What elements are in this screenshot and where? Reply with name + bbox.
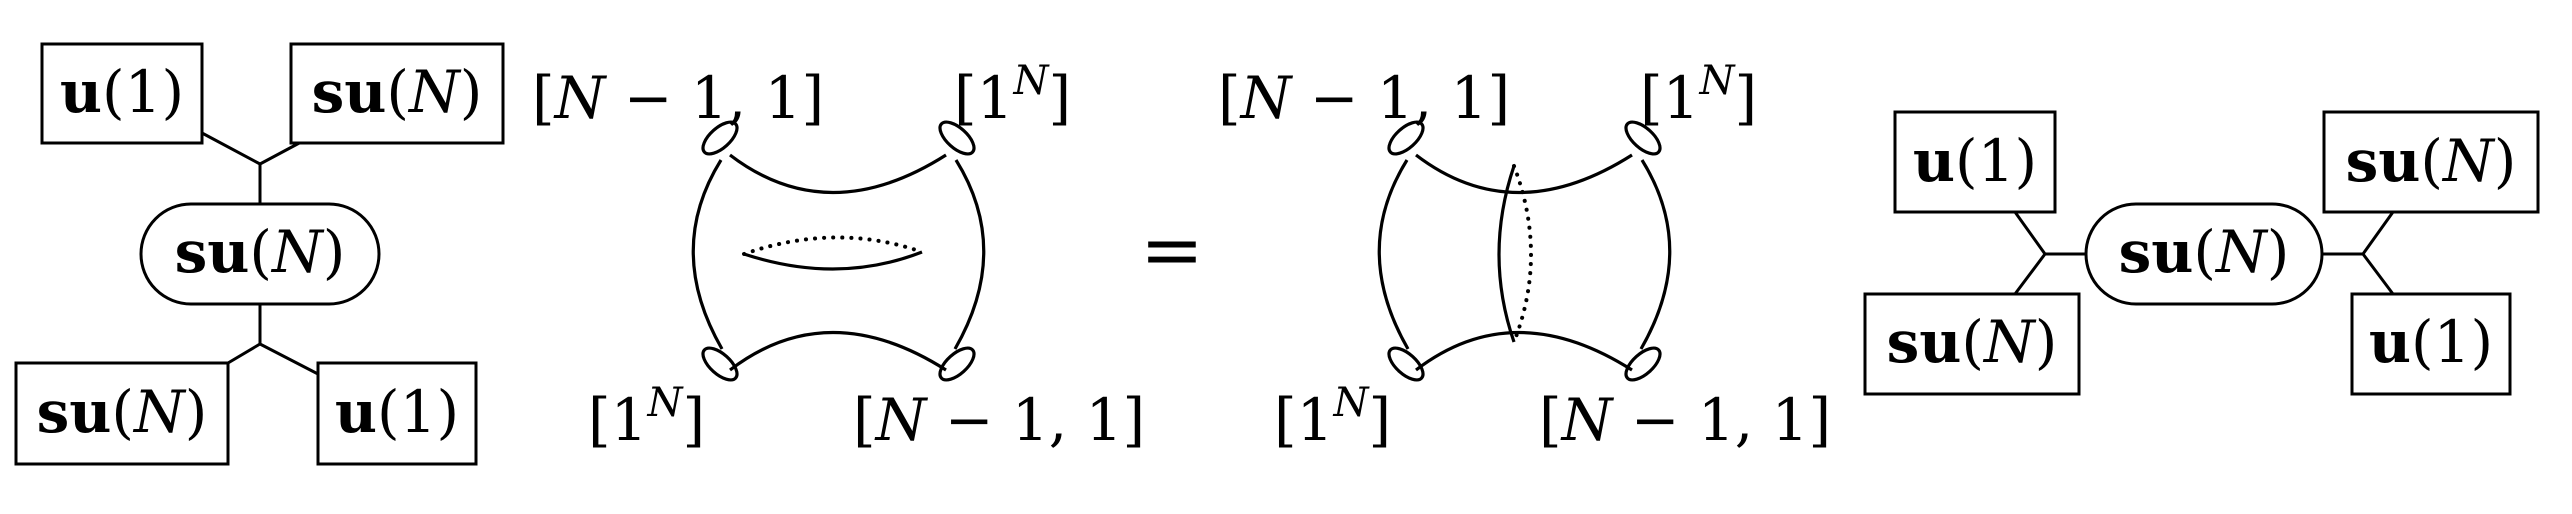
cutting-curve-front [743,250,923,271]
u1-label: u(1) [60,58,184,126]
edge [2361,211,2395,295]
u1-box [2350,292,2512,396]
u1-box [316,361,478,466]
u1-label: u(1) [335,378,459,446]
suN-box [2322,110,2540,214]
suN-gauge-node [139,202,381,306]
puncture-label: [1N] [1640,58,1757,132]
suN-box [1863,292,2081,396]
u1-label: u(1) [2369,308,2493,376]
suN-label: su(N) [1887,308,2058,376]
quiver-right: u(1) su(N) su(N) su(N) u(1) [1863,110,2540,396]
edge [2013,211,2047,295]
puncture-label: [1N] [1274,380,1391,454]
surface-outline [691,159,724,350]
surface-outline [1415,153,1633,195]
surface-outline [1415,330,1633,372]
edge [227,342,319,376]
surface-right: [N − 1, 1] [1N] [1N] [N − 1, 1] [1218,58,1831,454]
u1-box [1893,110,2057,214]
surface-outline [1377,159,1410,350]
u1-box [40,42,204,145]
surface-outline [1639,159,1672,350]
cutting-curve-back [742,235,924,256]
puncture-tube [1624,346,1662,382]
suN-box [14,361,230,466]
u1-label: u(1) [1913,127,2037,195]
puncture-label: [N − 1, 1] [853,386,1145,454]
surface-outline [953,159,986,350]
surface-left: [N − 1, 1] [1N] [1N] [N − 1, 1] [532,58,1145,454]
puncture-label: [1N] [954,58,1071,132]
cutting-curve-back [1512,164,1533,344]
suN-gauge-node [2084,202,2324,306]
puncture-tube [938,120,976,156]
puncture-tube [1387,346,1425,382]
suN-box [289,42,505,145]
puncture-label: [1N] [588,380,705,454]
surface-outline [729,330,947,372]
cutting-curve-front [1497,165,1516,343]
puncture-label: [N − 1, 1] [532,64,824,132]
suN-label: su(N) [37,378,208,446]
puncture-tube [938,346,976,382]
puncture-tube [701,346,739,382]
puncture-tube [701,120,739,156]
puncture-tube [1624,120,1662,156]
suN-gauge-label: su(N) [175,218,346,286]
suN-label: su(N) [2346,127,2517,195]
puncture-label: [N − 1, 1] [1218,64,1510,132]
surface-outline [729,153,947,195]
puncture-label: [N − 1, 1] [1539,386,1831,454]
quiver-left: u(1) su(N) su(N) su(N) u(1) [14,42,505,466]
suN-gauge-label: su(N) [2119,218,2290,286]
equals-sign: = [1140,205,1204,294]
suN-label: su(N) [312,58,483,126]
puncture-tube [1387,120,1425,156]
